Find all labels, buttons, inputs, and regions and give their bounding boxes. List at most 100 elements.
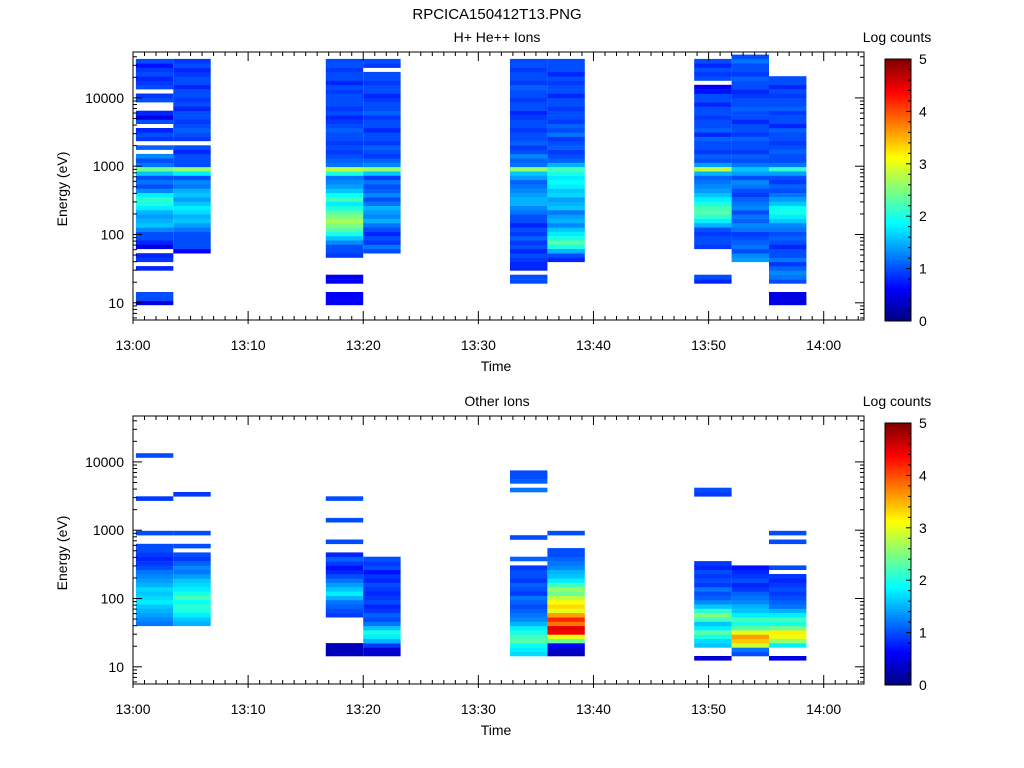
panel-other-ions: Other Ions Log counts Time Energy (eV) 1… (54, 393, 931, 738)
heatmap-cell (547, 630, 585, 635)
heatmap-cell (510, 218, 548, 224)
colorbar-swatch (885, 310, 911, 314)
heatmap-cell (731, 140, 769, 146)
heatmap-cell (769, 599, 807, 605)
heatmap-cell (769, 539, 807, 545)
heatmap-cell (325, 63, 364, 68)
heatmap-cell (510, 227, 548, 232)
heatmap-cell (173, 171, 211, 176)
heatmap-cell (325, 248, 364, 254)
heatmap-cell (173, 145, 211, 150)
colorbar-swatch (885, 121, 911, 125)
heatmap-cell (135, 548, 174, 553)
heatmap-cell (731, 145, 769, 150)
colorbar-swatch (885, 203, 911, 207)
heatmap-cell (694, 184, 732, 189)
heatmap-cell (135, 184, 174, 189)
heatmap-cell (694, 574, 732, 579)
colorbar-swatch (885, 134, 911, 138)
heatmap-cell (510, 223, 548, 228)
heatmap-cell (769, 248, 807, 254)
heatmap-cell (547, 110, 585, 116)
colorbar-swatch (885, 276, 911, 280)
heatmap-cell (769, 595, 807, 601)
heatmap-cell (731, 123, 769, 129)
heatmap-cell (363, 621, 401, 627)
heatmap-cell (731, 89, 769, 94)
colorbar-swatch (885, 611, 911, 615)
heatmap-cell (325, 218, 364, 224)
heatmap-cell (547, 67, 585, 73)
heatmap-cell (694, 58, 732, 64)
heatmap-cell (769, 214, 807, 219)
heatmap-cells-other (135, 453, 807, 661)
heatmap-cell (510, 604, 548, 609)
colorbar-swatch (885, 585, 911, 589)
heatmap-cell (510, 205, 548, 211)
heatmap-cell (363, 171, 401, 176)
heatmap-cell (510, 608, 548, 614)
heatmap-cell (547, 179, 585, 185)
heatmap-cell (325, 171, 364, 176)
heatmap-cell (173, 119, 211, 124)
heatmap-cell (325, 539, 364, 545)
heatmap-cell (510, 175, 548, 181)
y-tick-label: 1000 (93, 158, 124, 174)
x-tick-label: 13:10 (231, 337, 266, 353)
colorbar-swatch (885, 530, 911, 534)
heatmap-cell (547, 188, 585, 193)
colorbar-swatch (885, 671, 911, 675)
colorbar-swatch (885, 132, 911, 136)
panel-title-h-he: H+ He++ Ions (454, 29, 541, 45)
heatmap-cell (135, 543, 174, 549)
heatmap-cell (769, 192, 807, 198)
colorbar-swatch (885, 627, 911, 631)
heatmap-cell (510, 76, 548, 81)
colorbar-swatch (885, 137, 911, 141)
colorbar-swatch (885, 595, 911, 599)
heatmap-cell (325, 93, 364, 99)
colorbar-swatch (885, 483, 911, 487)
heatmap-cell (769, 621, 807, 627)
heatmap-cell (510, 67, 548, 73)
heatmap-cell (769, 80, 807, 86)
heatmap-cell (173, 80, 211, 86)
heatmap-cell (510, 235, 548, 241)
heatmap-cell (173, 227, 211, 232)
heatmap-cell (173, 184, 211, 189)
colorbar-tick-label: 2 (919, 572, 927, 588)
colorbar-swatch (885, 129, 911, 133)
heatmap-cell (325, 123, 364, 129)
heatmap-cell (135, 58, 174, 64)
heatmap-cell (325, 89, 364, 94)
heatmap-cell (547, 149, 585, 155)
heatmap-cell (731, 197, 769, 202)
heatmap-cell (547, 647, 585, 652)
heatmap-cell (135, 93, 174, 99)
colorbar-swatch (885, 250, 911, 254)
heatmap-cell (731, 565, 769, 570)
colorbar-swatch (885, 669, 911, 673)
colorbar-swatch (885, 66, 911, 70)
heatmap-cell (547, 132, 585, 137)
heatmap-cell (731, 205, 769, 211)
heatmap-cell (135, 162, 174, 168)
heatmap-cell (510, 171, 548, 176)
heatmap-cell (173, 84, 211, 90)
colorbar-swatch (885, 577, 911, 581)
heatmap-cell (694, 175, 732, 181)
heatmap-cell (135, 63, 174, 68)
heatmap-cell (325, 153, 364, 159)
heatmap-cell (547, 80, 585, 86)
heatmap-cell (547, 569, 585, 575)
heatmap-cell (135, 218, 174, 224)
heatmap-cell (694, 604, 732, 609)
heatmap-cell (547, 58, 585, 64)
heatmap-cell (547, 253, 585, 258)
heatmap-cell (510, 153, 548, 159)
heatmap-cell (547, 235, 585, 241)
heatmap-cell (547, 76, 585, 81)
heatmap-cell (510, 93, 548, 99)
heatmap-cell (363, 643, 401, 648)
colorbar-swatch (885, 606, 911, 610)
